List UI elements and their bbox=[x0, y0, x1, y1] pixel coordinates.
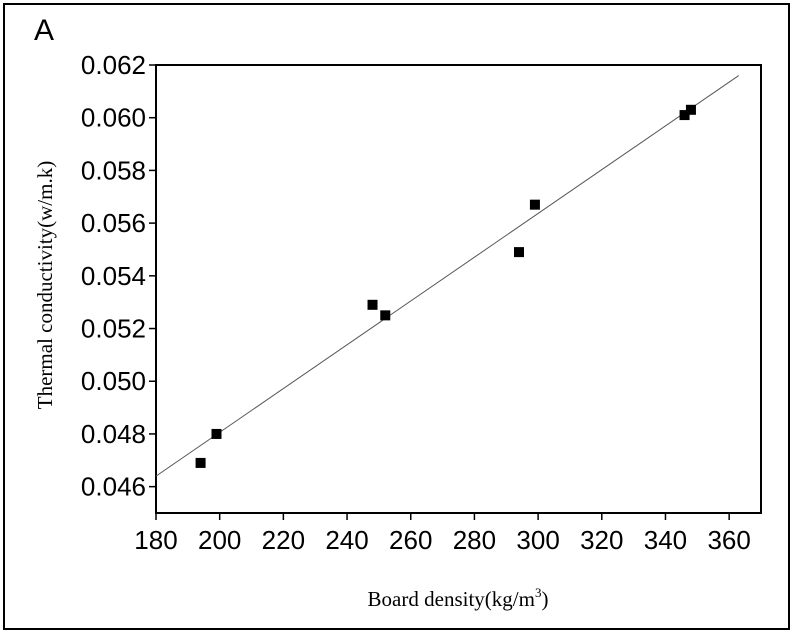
x-tick-label: 280 bbox=[453, 525, 496, 555]
y-tick-label: 0.058 bbox=[81, 155, 146, 185]
y-tick-label: 0.046 bbox=[81, 472, 146, 502]
y-tick-label: 0.060 bbox=[81, 103, 146, 133]
data-point bbox=[679, 110, 690, 121]
x-tick-label: 180 bbox=[134, 525, 177, 555]
figure-frame bbox=[3, 3, 790, 630]
x-tick-label: 320 bbox=[580, 525, 623, 555]
panel-label: A bbox=[34, 14, 55, 47]
y-tick-label: 0.050 bbox=[81, 366, 146, 396]
data-point bbox=[529, 199, 540, 210]
data-point bbox=[211, 428, 222, 439]
x-axis-title-main: Board density(kg/m bbox=[368, 587, 535, 611]
x-axis-title-suffix: ) bbox=[541, 587, 548, 611]
y-tick-label: 0.054 bbox=[81, 261, 146, 291]
y-tick-label: 0.048 bbox=[81, 419, 146, 449]
x-axis-title-superscript: 3 bbox=[535, 585, 542, 600]
y-tick-label: 0.052 bbox=[81, 314, 146, 344]
data-point bbox=[195, 457, 206, 468]
data-points bbox=[195, 104, 696, 468]
x-tick-label: 260 bbox=[389, 525, 432, 555]
x-tick-label: 200 bbox=[198, 525, 241, 555]
x-tick-label: 340 bbox=[644, 525, 687, 555]
data-point bbox=[380, 310, 391, 321]
x-axis-title: Board density(kg/m3) bbox=[368, 585, 549, 611]
x-tick-label: 220 bbox=[262, 525, 305, 555]
x-axis: 180 200 220 240 260 280 300 320 340 360 bbox=[134, 513, 751, 555]
x-tick-label: 360 bbox=[707, 525, 750, 555]
y-tick-label: 0.062 bbox=[81, 50, 146, 80]
y-axis-title: Thermal conductivity(w/m.k) bbox=[33, 161, 57, 409]
data-point bbox=[367, 299, 378, 310]
regression-line bbox=[155, 75, 739, 477]
data-point bbox=[514, 247, 524, 258]
plot-area bbox=[155, 64, 762, 514]
x-tick-label: 300 bbox=[516, 525, 559, 555]
y-axis: 0.046 0.048 0.050 0.052 0.054 0.056 0.058 0.060… bbox=[81, 50, 156, 502]
y-tick-label: 0.056 bbox=[81, 208, 146, 238]
x-tick-label: 240 bbox=[325, 525, 368, 555]
data-point bbox=[685, 104, 696, 115]
